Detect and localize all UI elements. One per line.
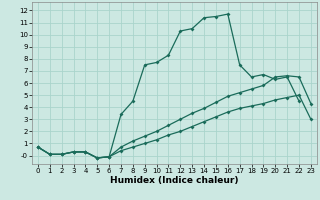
X-axis label: Humidex (Indice chaleur): Humidex (Indice chaleur) — [110, 176, 239, 185]
